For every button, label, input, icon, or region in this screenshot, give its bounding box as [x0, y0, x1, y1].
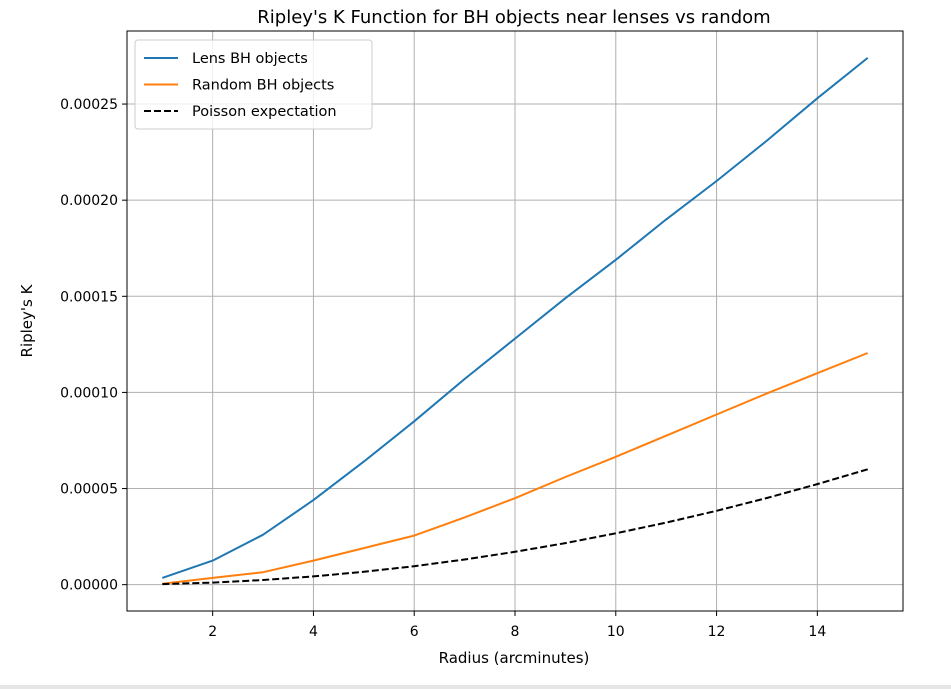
legend-box — [134, 39, 373, 130]
series-line — [162, 352, 869, 585]
x-axis-label: Radius (arcminutes) — [439, 649, 590, 667]
x-tick-label: 12 — [708, 624, 726, 640]
legend: Lens BH objects Random BH objects Poisson … — [134, 39, 373, 130]
legend-label: Random BH objects — [192, 78, 334, 94]
x-tick-label: 14 — [808, 624, 826, 640]
y-axis-label: Ripley's K — [18, 283, 36, 357]
bottom-divider — [0, 685, 951, 689]
x-tick-label: 8 — [511, 624, 520, 640]
series-line — [161, 57, 869, 579]
grid-lines — [127, 31, 903, 611]
x-tick-label: 2 — [208, 624, 217, 640]
x-tick-label: 6 — [410, 624, 419, 640]
y-tick-label: 0.00015 — [60, 289, 118, 305]
y-axis-ticks: 0.00000 0.00005 0.00010 0.00015 0.00020 0.000… — [60, 97, 127, 594]
legend-label: Poisson expectation — [192, 104, 337, 120]
x-tick-label: 10 — [607, 624, 625, 640]
y-tick-label: 0.00020 — [60, 193, 118, 209]
legend-label: Lens BH objects — [192, 51, 308, 67]
series-lines — [161, 57, 869, 586]
y-tick-label: 0.00000 — [60, 578, 118, 594]
y-tick-label: 0.00005 — [60, 482, 118, 498]
y-tick-label: 0.00025 — [60, 97, 118, 113]
chart-title: Ripley's K Function for BH objects near … — [257, 7, 770, 28]
series-line — [162, 468, 868, 586]
y-tick-label: 0.00010 — [60, 385, 118, 401]
x-tick-label: 4 — [309, 624, 318, 640]
x-axis-ticks: 2 4 6 8 10 12 14 — [208, 611, 826, 640]
